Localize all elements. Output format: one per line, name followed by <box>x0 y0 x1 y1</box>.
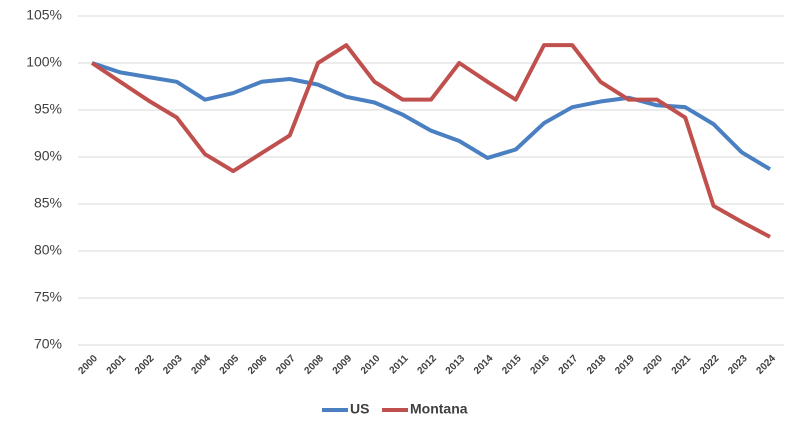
x-tick-label: 2001 <box>105 353 129 377</box>
x-tick-label: 2007 <box>274 353 298 377</box>
x-tick-label: 2018 <box>585 353 609 377</box>
x-tick-label: 2015 <box>500 353 524 377</box>
x-tick-label: 2023 <box>726 353 750 377</box>
x-tick-label: 2004 <box>189 353 213 377</box>
legend-label: US <box>350 401 369 417</box>
x-tick-label: 2019 <box>613 353 637 377</box>
series-line <box>90 43 771 239</box>
x-tick-label: 2022 <box>698 353 722 377</box>
y-tick-label: 90% <box>34 148 62 164</box>
series-line <box>91 61 772 171</box>
y-tick-label: 100% <box>26 54 62 70</box>
y-tick-label: 95% <box>34 101 62 117</box>
x-tick-label: 2010 <box>359 353 383 377</box>
y-tick-label: 105% <box>26 7 62 23</box>
x-tick-label: 2016 <box>528 353 552 377</box>
x-tick-label: 2021 <box>670 353 694 377</box>
x-tick-label: 2024 <box>754 353 778 377</box>
x-tick-label: 2014 <box>472 353 496 377</box>
x-tick-label: 2013 <box>444 353 468 377</box>
x-tick-label: 2002 <box>133 353 157 377</box>
x-tick-label: 2005 <box>218 353 242 377</box>
x-tick-label: 2008 <box>302 353 326 377</box>
x-tick-label: 2003 <box>161 353 185 377</box>
x-tick-label: 2011 <box>388 353 411 376</box>
x-tick-label: 2006 <box>246 353 270 377</box>
y-tick-label: 80% <box>34 242 62 258</box>
x-tick-label: 2020 <box>641 353 665 377</box>
y-tick-label: 85% <box>34 195 62 211</box>
y-tick-label: 70% <box>34 336 62 352</box>
y-tick-label: 75% <box>34 289 62 305</box>
x-tick-label: 2012 <box>415 353 439 377</box>
x-tick-label: 2017 <box>557 353 581 377</box>
x-tick-label: 2009 <box>331 353 355 377</box>
legend-label: Montana <box>410 401 468 417</box>
x-tick-label: 2000 <box>76 353 100 377</box>
